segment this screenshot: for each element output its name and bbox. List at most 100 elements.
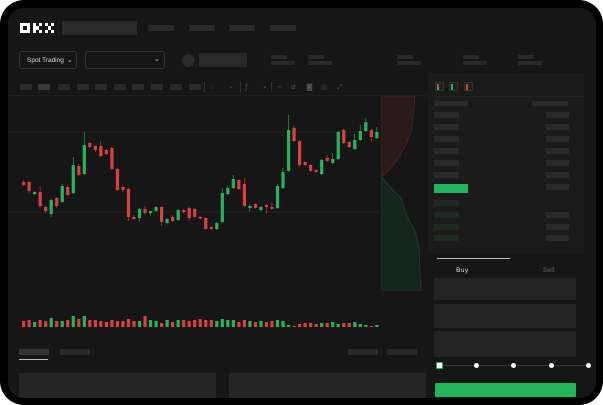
volume-bar	[88, 320, 92, 327]
candle-body	[198, 217, 202, 219]
tab-order-history[interactable]	[60, 349, 90, 355]
divider	[428, 96, 584, 97]
volume-bar	[309, 323, 313, 327]
candlestick-chart[interactable]	[8, 96, 430, 331]
volume-bar	[176, 320, 180, 327]
stat-label	[308, 55, 324, 59]
okx-logo[interactable]	[20, 23, 58, 34]
tab-open-orders[interactable]	[19, 349, 49, 355]
chevron-down-icon[interactable]: ⌄	[228, 82, 234, 90]
nav-item[interactable]	[229, 25, 255, 31]
bid-price	[434, 212, 459, 218]
candle-body	[204, 218, 208, 229]
volume-bar	[209, 320, 213, 327]
camera-icon[interactable]: ◙	[306, 83, 313, 91]
mid-amount	[546, 184, 569, 190]
tab-buy[interactable]: Buy	[456, 266, 469, 274]
candle-body	[353, 140, 357, 149]
volume-bar	[160, 323, 164, 327]
timeframe-button[interactable]	[20, 84, 32, 90]
search-input[interactable]	[62, 21, 137, 35]
total-input[interactable]	[434, 331, 576, 357]
timeframe-button[interactable]	[114, 84, 126, 90]
candle-body	[154, 207, 158, 211]
ask-amount	[546, 112, 569, 118]
chevron-down-icon: ⌄	[154, 56, 160, 63]
filter-button[interactable]	[387, 349, 417, 355]
divider	[8, 95, 430, 96]
both-sides-icon[interactable]	[435, 82, 444, 91]
bottom-card	[229, 373, 426, 398]
stat-value	[308, 61, 332, 65]
nav-item[interactable]	[270, 25, 296, 31]
candle-body	[165, 219, 169, 223]
nav-item[interactable]	[189, 25, 215, 31]
timeframe-button[interactable]	[95, 84, 107, 90]
line-tool-icon[interactable]: ∼	[276, 83, 282, 91]
timeframe-button[interactable]	[170, 84, 182, 90]
candle-body	[242, 184, 246, 206]
timeframe-button[interactable]	[58, 84, 70, 90]
asks-only-icon[interactable]	[464, 82, 473, 91]
bids-only-icon[interactable]	[449, 82, 458, 91]
timeframe-button[interactable]	[38, 84, 50, 90]
volume-bar	[137, 321, 142, 327]
depth-asks-area	[381, 96, 416, 177]
volume-bar	[148, 320, 153, 327]
candle-body	[38, 192, 42, 206]
ruler-icon[interactable]: ⧄	[291, 83, 296, 91]
candle-body	[99, 146, 103, 156]
candle-body	[298, 141, 302, 165]
candle-body	[88, 143, 92, 147]
fullscreen-icon[interactable]: ⤢	[337, 83, 343, 91]
market-type-dropdown[interactable]: Spot Trading ⌄	[19, 51, 77, 69]
volume-bar	[286, 325, 291, 327]
stat-label	[397, 55, 413, 59]
timeframe-button[interactable]	[132, 84, 144, 90]
volume-bar	[281, 321, 285, 327]
candle-body	[110, 148, 114, 169]
column-header-amount	[532, 101, 568, 106]
candle-body	[44, 207, 48, 211]
bid-price	[434, 224, 459, 230]
volume-bar	[231, 320, 235, 327]
timeframe-button[interactable]	[77, 84, 89, 90]
filter-button[interactable]	[348, 349, 378, 355]
buy-button[interactable]	[435, 383, 576, 397]
volume-bar	[375, 325, 379, 327]
timeframe-button[interactable]	[189, 84, 201, 90]
divider	[204, 82, 205, 92]
slider-stop[interactable]	[436, 362, 443, 369]
amount-input[interactable]	[434, 304, 576, 328]
candle-body	[77, 166, 81, 175]
candle-body	[132, 217, 136, 219]
slider-stop[interactable]	[548, 363, 554, 368]
ask-price	[434, 136, 459, 142]
candle-body	[115, 169, 120, 190]
settings-icon[interactable]: ◎	[321, 83, 328, 91]
volume-bar	[44, 321, 48, 327]
volume-bar	[303, 323, 307, 327]
price-input[interactable]	[434, 278, 576, 300]
slider-stop[interactable]	[586, 363, 591, 368]
bottom-card	[19, 373, 216, 398]
tab-sell[interactable]: Sell	[543, 266, 555, 274]
candle-body	[248, 206, 252, 208]
slider-stop[interactable]	[511, 363, 516, 368]
ask-price	[434, 172, 459, 178]
volume-bar	[22, 321, 26, 327]
ask-price	[434, 148, 459, 154]
indicator-icon[interactable]: ƒ	[245, 83, 248, 91]
nav-item[interactable]	[148, 25, 174, 31]
candle-type-icon[interactable]: ⫶⫶	[210, 83, 214, 91]
bid-amount	[546, 235, 569, 241]
timeframe-button[interactable]	[151, 84, 163, 90]
slider-stop[interactable]	[473, 363, 479, 368]
volume-bar	[336, 324, 340, 327]
candle-body	[259, 207, 263, 210]
bid-price	[434, 235, 459, 241]
chevron-down-icon[interactable]: ⌄	[262, 82, 268, 90]
bid-price	[434, 200, 459, 206]
pair-selector-dropdown[interactable]: ⌄	[85, 51, 165, 69]
candle-body	[126, 189, 131, 217]
